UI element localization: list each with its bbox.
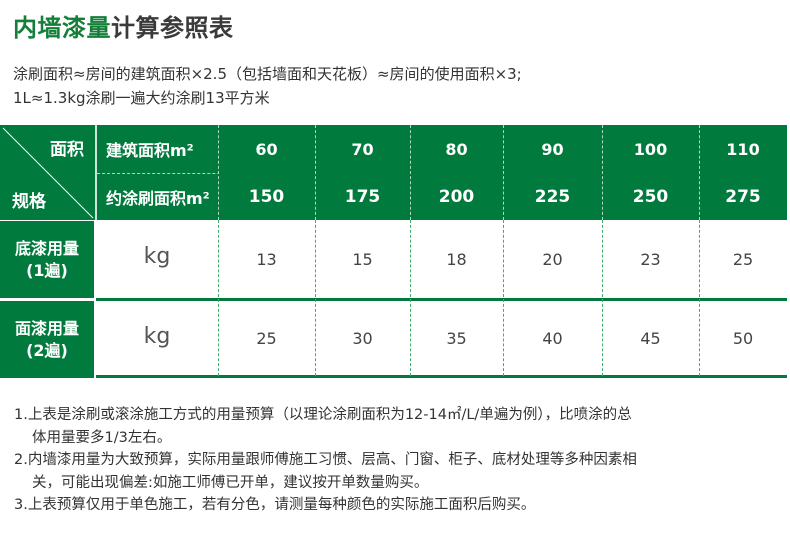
note-3: 3.上表预算仅用于单色施工，若有分色，请测量每种颜色的实际施工面积后购买。 [14, 497, 536, 513]
primer-value: 13 [256, 250, 277, 269]
building-area-value: 110 [699, 125, 787, 173]
intro-line: 涂刷面积≈房间的建筑面积×2.5（包括墙面和天花板）≈房间的使用面积×3; [13, 65, 522, 83]
building-area-value: 80 [410, 125, 503, 173]
note-2: 2.内墙漆用量为大致预算，实际用量跟师傅施工习惯、层高、门窗、柜子、底材处理等多… [14, 452, 637, 491]
finish-coats: (2遍) [26, 340, 68, 360]
paint-area-value: 200 [410, 173, 503, 220]
intro-text: 涂刷面积≈房间的建筑面积×2.5（包括墙面和天花板）≈房间的使用面积×3; 1L… [13, 62, 522, 110]
finish-value: 35 [446, 328, 467, 348]
finish-value: 50 [732, 328, 754, 348]
corner-diagonal [2, 127, 94, 219]
page-title: 内墙漆量计算参照表 [13, 14, 234, 42]
primer-value: 23 [640, 250, 661, 269]
building-area-value: 70 [315, 125, 410, 173]
corner-area-label: 面积 [50, 135, 84, 160]
intro-line: 1L≈1.3kg涂刷一遍大约涂刷13平方米 [13, 89, 270, 107]
primer-coats: (1遍) [26, 260, 68, 280]
building-area-value: 100 [602, 125, 699, 173]
building-area-value: 90 [503, 125, 602, 173]
notes: 1.上表是涂刷或滚涂施工方式的用量预算（以理论涂刷面积为12-14㎡/L/单遍为… [14, 404, 637, 517]
primer-label: 底漆用量 [14, 238, 79, 258]
primer-value: 20 [542, 250, 563, 269]
primer-value: 15 [352, 250, 373, 269]
paint-table: 面积 规格 建筑面积m² 约涂刷面积m² 底漆用量 (1遍) 面漆用量 (2遍)… [0, 125, 787, 378]
finish-unit: kg [143, 323, 171, 349]
note-1: 1.上表是涂刷或滚涂施工方式的用量预算（以理论涂刷面积为12-14㎡/L/单遍为… [14, 407, 632, 446]
corner-spec-label: 规格 [12, 187, 46, 212]
finish-label: 面漆用量 [14, 318, 79, 338]
finish-value: 40 [542, 328, 563, 348]
building-area-value: 60 [218, 125, 315, 173]
primer-value: 25 [732, 250, 754, 269]
finish-value: 45 [640, 328, 661, 348]
paint-area-value: 225 [503, 173, 602, 220]
paint-area-value: 175 [315, 173, 410, 220]
paint-area-value: 150 [218, 173, 315, 220]
paint-area-value: 250 [602, 173, 699, 220]
building-area-label: 建筑面积m² [98, 125, 218, 173]
primer-unit: kg [143, 243, 171, 269]
paint-area-value: 275 [699, 173, 787, 220]
primer-value: 18 [446, 250, 467, 269]
finish-value: 30 [352, 328, 373, 348]
paint-area-label: 约涂刷面积m² [98, 173, 218, 220]
finish-value: 25 [256, 328, 277, 348]
